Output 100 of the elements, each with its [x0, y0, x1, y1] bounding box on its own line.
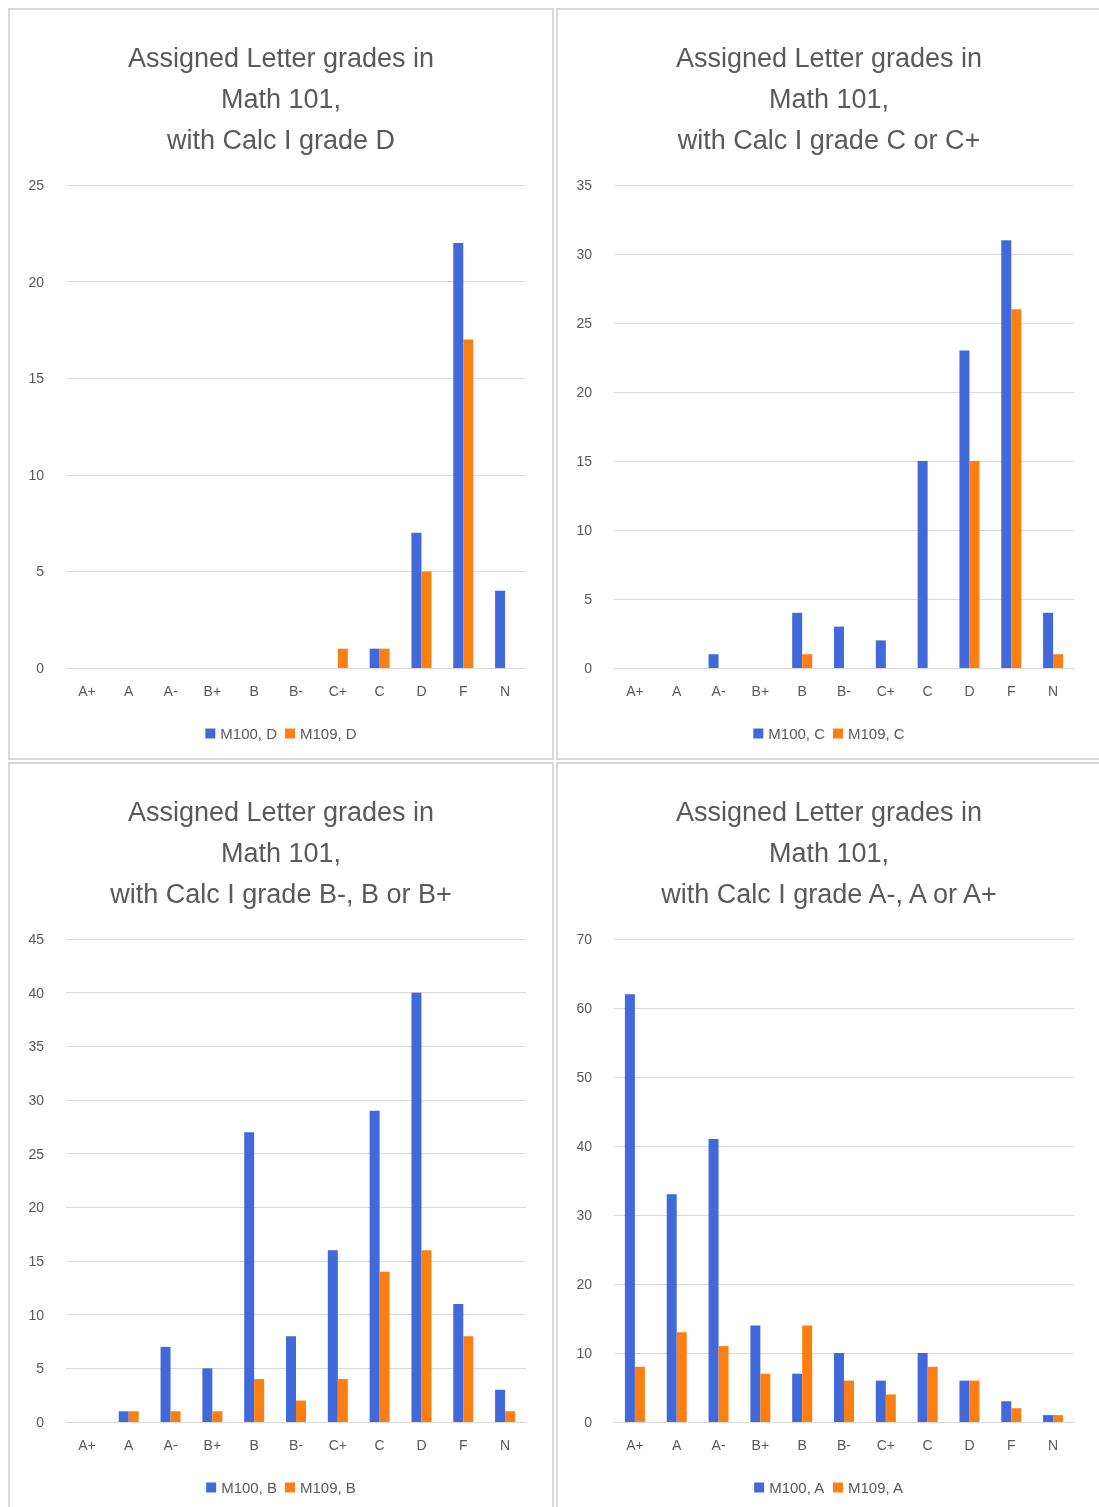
- bar: [634, 1366, 645, 1422]
- bar: [959, 1380, 970, 1422]
- x-tick-label: A: [672, 1437, 683, 1453]
- bar: [463, 1336, 474, 1422]
- y-tick-label: 5: [36, 563, 45, 580]
- bar: [834, 1353, 844, 1422]
- legend-label: M109, D: [300, 725, 357, 742]
- x-tick-label: D: [964, 1437, 975, 1453]
- legend-label: M109, B: [300, 1479, 356, 1496]
- x-tick-label: C+: [876, 1437, 895, 1453]
- bar: [337, 1379, 348, 1422]
- y-tick-label: 5: [36, 1360, 45, 1377]
- bar: [411, 992, 422, 1422]
- bar: [802, 654, 813, 668]
- x-tick-label: B: [249, 683, 259, 699]
- chart-title: Assigned Letter grades in Math 101, with Calc I grade A-, A or A+: [660, 796, 997, 909]
- bar: [202, 1368, 213, 1422]
- bar: [128, 1411, 139, 1422]
- bar: [254, 1379, 265, 1422]
- bar: [118, 1411, 129, 1422]
- bar: [1001, 240, 1012, 668]
- legend-label: M100, C: [768, 725, 826, 742]
- y-tick-label: 15: [28, 1253, 45, 1269]
- bar: [286, 1336, 296, 1422]
- y-tick-label: 20: [576, 1276, 593, 1292]
- y-tick-label: 20: [576, 384, 593, 400]
- x-tick-label: A+: [626, 683, 644, 699]
- x-tick-label: C: [374, 683, 385, 699]
- bar: [917, 1353, 928, 1422]
- x-tick-label: A-: [163, 683, 178, 699]
- bar: [160, 1346, 171, 1422]
- x-tick-label: A+: [626, 1437, 644, 1453]
- y-tick-label: 0: [584, 1414, 593, 1430]
- x-tick-label: B-: [837, 1437, 852, 1453]
- bar: [959, 350, 970, 668]
- bar: [792, 612, 803, 668]
- bar: [1001, 1401, 1012, 1422]
- bar: [495, 1389, 506, 1422]
- x-tick-label: B-: [289, 683, 304, 699]
- y-tick-label: 40: [28, 984, 45, 1001]
- y-tick-label: 35: [576, 177, 593, 193]
- x-tick-label: B-: [837, 683, 852, 699]
- chart-title: Assigned Letter grades in Math 101, with Calc I grade C or C+: [675, 42, 983, 155]
- bar: [927, 1366, 938, 1422]
- legend-label: M100, B: [221, 1479, 278, 1496]
- x-tick-label: N: [1048, 1437, 1059, 1453]
- y-tick-label: 20: [28, 1199, 45, 1216]
- bar: [624, 994, 635, 1422]
- bar: [792, 1373, 803, 1422]
- y-tick-label: 45: [28, 931, 45, 947]
- chart-title: Assigned Letter grades in Math 101, with Calc I grade D: [127, 42, 435, 155]
- x-tick-label: D: [416, 1437, 427, 1453]
- bar: [463, 339, 474, 668]
- x-tick-label: B+: [751, 683, 770, 699]
- y-tick-label: 30: [28, 1092, 45, 1108]
- x-tick-label: C: [922, 1437, 933, 1453]
- legend-label: M100, D: [220, 725, 278, 742]
- bar: [760, 1373, 771, 1422]
- bar: [1043, 1415, 1054, 1422]
- y-tick-label: 10: [28, 466, 45, 483]
- bar: [1053, 654, 1064, 668]
- x-tick-label: F: [458, 683, 468, 699]
- x-tick-label: A-: [711, 683, 726, 699]
- bar: [244, 1132, 255, 1422]
- bar: [421, 571, 432, 668]
- bar: [1011, 1408, 1022, 1422]
- x-tick-label: C+: [328, 1437, 347, 1453]
- x-tick-label: B: [249, 1437, 259, 1453]
- x-tick-label: A+: [78, 683, 96, 699]
- x-tick-label: A: [124, 1437, 135, 1453]
- x-tick-label: C: [922, 683, 933, 699]
- x-tick-label: F: [458, 1437, 468, 1453]
- x-tick-label: D: [416, 683, 427, 699]
- bar: [327, 1250, 338, 1422]
- x-tick-label: N: [500, 683, 511, 699]
- x-tick-label: F: [1006, 683, 1016, 699]
- bar: [379, 1271, 390, 1422]
- bar: [708, 1139, 719, 1422]
- y-tick-label: 10: [28, 1306, 45, 1323]
- y-tick-label: 20: [28, 273, 45, 290]
- x-tick-label: A+: [78, 1437, 96, 1453]
- x-tick-label: N: [1048, 683, 1059, 699]
- bar: [296, 1400, 306, 1422]
- bar: [411, 532, 422, 668]
- x-tick-label: B+: [203, 1437, 222, 1453]
- y-tick-label: 15: [576, 453, 593, 469]
- y-tick-label: 40: [576, 1138, 593, 1154]
- bar: [708, 654, 719, 668]
- x-tick-label: B-: [289, 1437, 304, 1453]
- bar: [505, 1411, 516, 1422]
- legend-label: M109, A: [848, 1479, 904, 1496]
- bar: [453, 1303, 464, 1422]
- x-tick-label: A-: [163, 1437, 178, 1453]
- y-tick-label: 60: [576, 1000, 593, 1016]
- bar: [875, 1380, 886, 1422]
- bar: [369, 648, 380, 668]
- bar: [885, 1394, 896, 1422]
- y-tick-label: 25: [28, 1145, 45, 1162]
- y-tick-label: 25: [576, 315, 593, 331]
- bar: [718, 1346, 729, 1422]
